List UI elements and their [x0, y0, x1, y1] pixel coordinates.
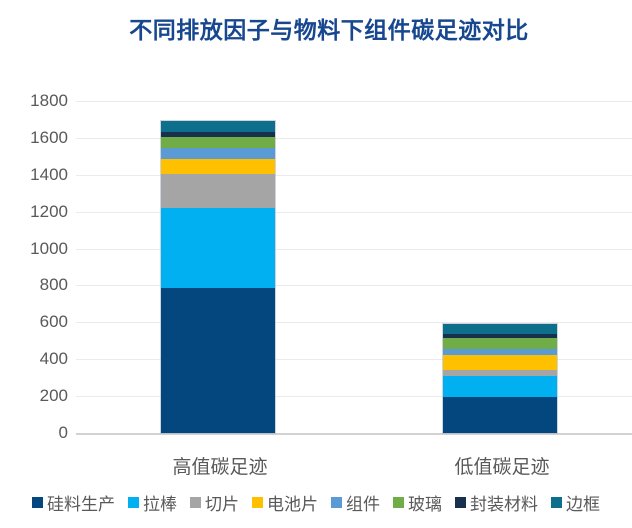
bar-segment	[161, 137, 275, 149]
bar-segment	[161, 131, 275, 138]
legend-label: 电池片	[267, 495, 318, 514]
legend-label: 封装材料	[470, 495, 538, 514]
stacked-bar-high	[161, 121, 275, 433]
legend-item: 硅料生产	[32, 490, 115, 515]
bar-segment	[161, 121, 275, 132]
gridline	[76, 174, 632, 176]
legend-swatch	[393, 497, 404, 508]
legend-item: 玻璃	[393, 490, 442, 515]
legend: 硅料生产 拉棒 切片 电池片 组件 玻璃 封装材料 边框	[0, 490, 632, 515]
y-axis-tick-label: 1400	[30, 164, 68, 184]
bar-segment	[443, 349, 557, 356]
bar-segment	[443, 355, 557, 371]
gridline	[76, 137, 632, 139]
bar-segment	[443, 370, 557, 377]
y-axis-tick-label: 0	[58, 423, 68, 442]
gridline	[76, 248, 632, 250]
x-axis-line	[76, 433, 632, 435]
legend-label: 边框	[566, 495, 600, 514]
legend-label: 组件	[346, 495, 380, 514]
legend-label: 硅料生产	[47, 495, 115, 514]
bar-segment	[443, 376, 557, 398]
bar-segment	[161, 148, 275, 160]
bar-segment	[161, 173, 275, 208]
category-label: 低值碳足迹	[454, 457, 550, 478]
bar-segment	[161, 159, 275, 174]
legend-swatch	[551, 497, 562, 508]
y-axis-tick-label: 1600	[30, 127, 68, 147]
legend-item: 拉棒	[128, 490, 177, 515]
legend-item: 封装材料	[455, 490, 538, 515]
bar-segment	[443, 334, 557, 339]
chart-title: 不同排放因子与物料下组件碳足迹对比	[129, 17, 529, 43]
legend-swatch	[190, 497, 201, 508]
y-axis-tick-label: 400	[39, 349, 68, 369]
gridline	[76, 101, 632, 102]
gridline	[76, 396, 632, 398]
legend-item: 边框	[551, 490, 600, 515]
bar-segment	[443, 397, 557, 433]
legend-item: 组件	[331, 490, 380, 515]
legend-swatch	[128, 497, 139, 508]
category-label: 高值碳足迹	[172, 457, 268, 478]
stacked-bar-low	[443, 323, 557, 433]
bar-segment	[161, 208, 275, 289]
gridline	[76, 285, 632, 287]
legend-label: 拉棒	[143, 495, 177, 514]
gridline	[76, 322, 632, 324]
legend-item: 电池片	[252, 490, 318, 515]
legend-swatch	[455, 497, 466, 508]
y-axis-tick-label: 800	[39, 275, 68, 295]
legend-swatch	[32, 497, 43, 508]
legend-label: 玻璃	[408, 495, 442, 514]
legend-label: 切片	[205, 495, 239, 514]
y-axis-tick-label: 600	[39, 312, 68, 332]
gridline	[76, 359, 632, 361]
legend-swatch	[331, 497, 342, 508]
y-axis-tick-label: 1200	[30, 201, 68, 221]
legend-item: 切片	[190, 490, 239, 515]
y-axis-tick-label: 1000	[30, 238, 68, 258]
legend-swatch	[252, 497, 263, 508]
gridline	[76, 211, 632, 213]
bar-segment	[443, 338, 557, 350]
bar-segment	[161, 288, 275, 433]
y-axis-tick-label: 1800	[30, 91, 68, 110]
bar-segment	[443, 323, 557, 335]
y-axis-tick-label: 200	[39, 386, 68, 406]
plot-area	[76, 101, 632, 435]
